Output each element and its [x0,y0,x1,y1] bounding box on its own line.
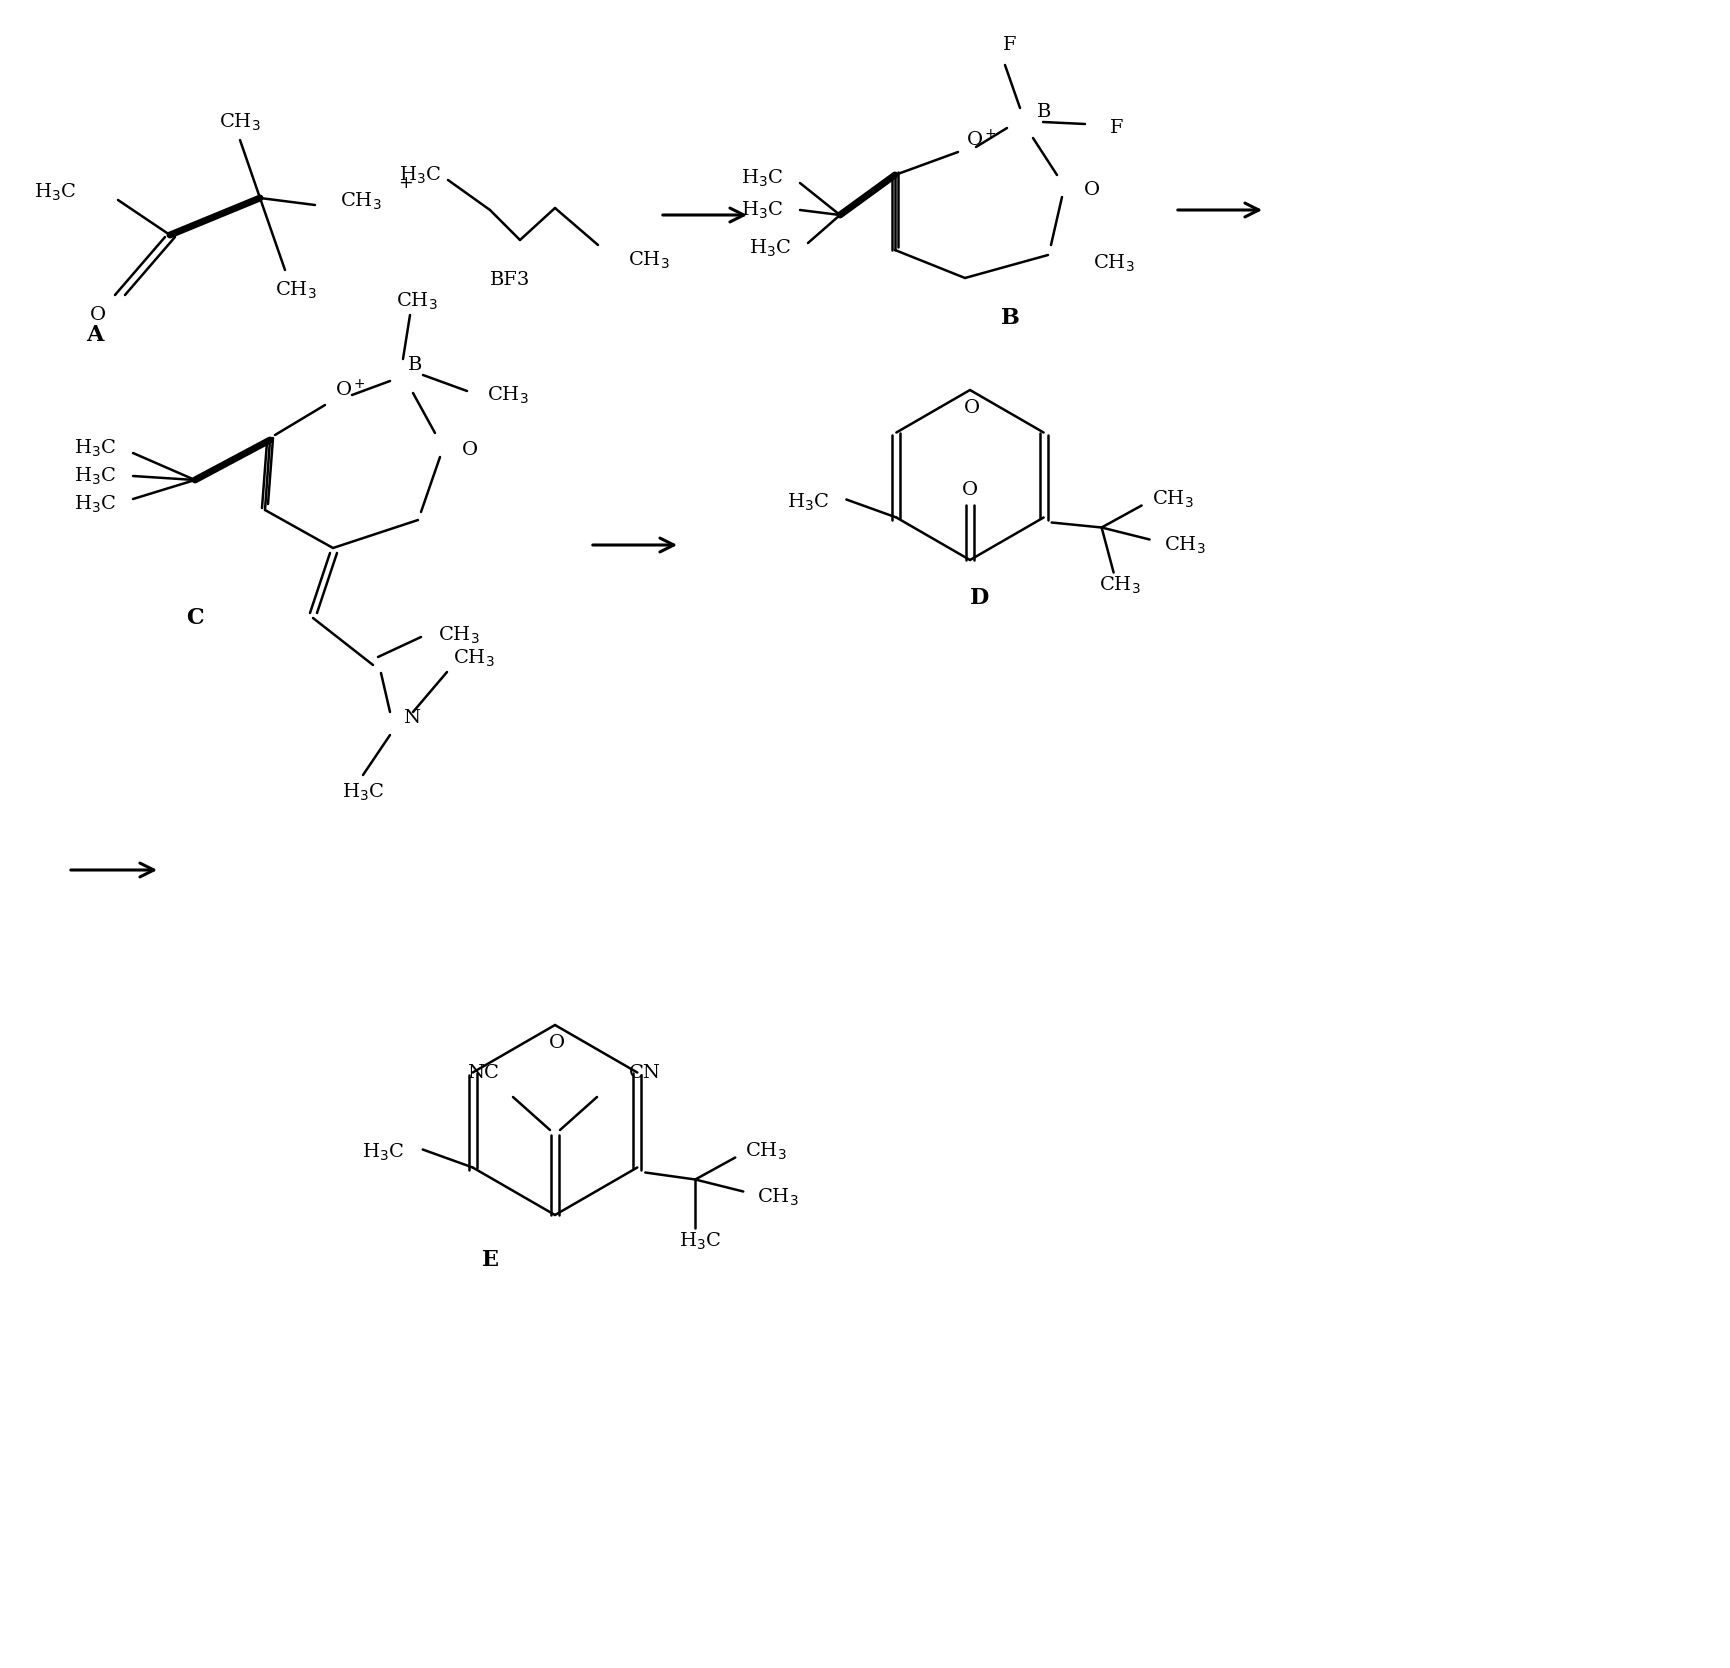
Text: CH$_3$: CH$_3$ [1163,535,1204,555]
Text: O: O [548,1034,564,1053]
Text: F: F [1109,118,1123,137]
Text: H$_3$C: H$_3$C [398,165,441,185]
Text: CH$_3$: CH$_3$ [628,249,670,270]
Text: O: O [962,480,977,499]
Text: F: F [1003,37,1016,53]
Text: NC: NC [467,1064,498,1083]
Text: CN: CN [628,1064,661,1083]
Text: H$_3$C: H$_3$C [74,465,116,487]
Text: H$_3$C: H$_3$C [678,1231,721,1253]
Text: CH$_3$: CH$_3$ [275,279,317,300]
Text: CH$_3$: CH$_3$ [453,647,495,669]
Text: O$^+$: O$^+$ [965,130,996,150]
Text: C: C [187,607,204,629]
Text: CH$_3$: CH$_3$ [756,1188,799,1208]
Text: H$_3$C: H$_3$C [749,237,791,259]
Text: $^+$: $^+$ [394,178,413,202]
Text: O$^+$: O$^+$ [336,379,365,400]
Text: CH$_3$: CH$_3$ [746,1141,787,1163]
Text: CH$_3$: CH$_3$ [220,112,261,133]
Text: N: N [403,709,420,727]
Text: O: O [1083,182,1100,198]
Text: CH$_3$: CH$_3$ [438,624,479,646]
Text: O: O [462,440,477,459]
Text: H$_3$C: H$_3$C [343,781,384,802]
Text: CH$_3$: CH$_3$ [339,190,381,212]
Text: O: O [964,399,979,417]
Text: O: O [90,305,106,324]
Text: H$_3$C: H$_3$C [787,492,829,514]
Text: BF3: BF3 [490,270,529,289]
Text: CH$_3$: CH$_3$ [1099,575,1140,595]
Text: H$_3$C: H$_3$C [740,200,782,220]
Text: A: A [86,324,104,345]
Text: D: D [971,587,990,609]
Text: H$_3$C: H$_3$C [740,167,782,188]
Text: CH$_3$: CH$_3$ [486,384,528,405]
Text: CH$_3$: CH$_3$ [1150,489,1192,510]
Text: CH$_3$: CH$_3$ [1092,252,1133,274]
Text: H$_3$C: H$_3$C [35,182,76,202]
Text: B: B [408,355,422,374]
Text: H$_3$C: H$_3$C [74,494,116,515]
Text: H$_3$C: H$_3$C [362,1143,403,1163]
Text: B: B [1036,103,1050,122]
Text: B: B [1000,307,1019,329]
Text: E: E [481,1249,498,1271]
Text: CH$_3$: CH$_3$ [396,290,438,312]
Text: H$_3$C: H$_3$C [74,437,116,459]
